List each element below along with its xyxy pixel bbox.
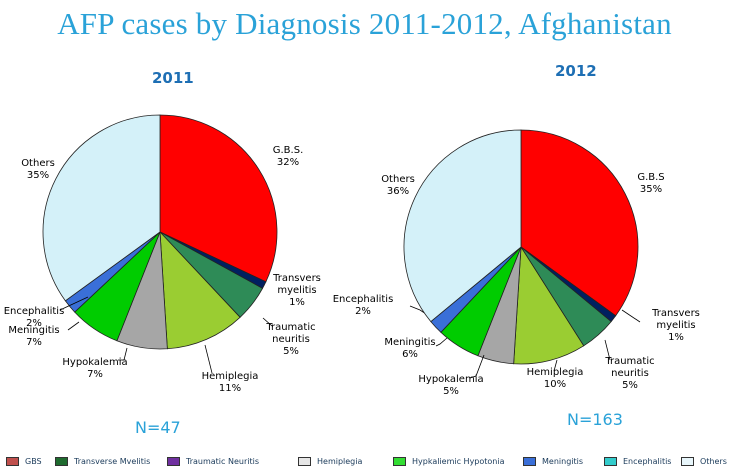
legend-swatch xyxy=(167,457,180,466)
pie-2012-label-traumatic: Traumatic neuritis 5% xyxy=(604,356,654,391)
legend-label: Encephalitis xyxy=(623,457,672,466)
legend-label: Hypkaliemic Hypotonia xyxy=(412,457,505,466)
pie-2012-leader-hypokalemia xyxy=(469,354,485,379)
pie-2012-label-encephalitis: Encephalitis 2% xyxy=(333,294,394,317)
pie-2012-slice-g-b-s xyxy=(520,129,639,317)
pie-2011-slice-others xyxy=(42,114,161,302)
pie-2012-label-hemiplegia: Hemiplegia 10% xyxy=(527,367,584,390)
legend-swatch xyxy=(604,457,617,466)
legend-item-gbs: GBS xyxy=(6,457,42,466)
legend-item-hemiplegia: Hemiplegia xyxy=(298,457,362,466)
pie-2012-slice-others xyxy=(403,129,522,323)
pie-2012-title: 2012 xyxy=(555,62,597,80)
pie-2012-leader-transvers xyxy=(621,309,641,323)
legend-item-encephalitis: Encephalitis xyxy=(604,457,671,466)
pie-2011-label-others: Others 35% xyxy=(21,158,55,181)
legend-label: Others xyxy=(700,457,727,466)
pie-2011-label-g-b-s: G.B.S. 32% xyxy=(273,145,304,168)
legend-swatch xyxy=(681,457,694,466)
pie-2011-slice-hemiplegia xyxy=(159,230,241,350)
legend-swatch xyxy=(298,457,311,466)
pie-2011-leader-encephalitis xyxy=(59,296,89,311)
legend-swatch xyxy=(6,457,19,466)
legend-label: Hemiplegia xyxy=(317,457,363,466)
legend-swatch xyxy=(523,457,536,466)
pie-2011-leader-hemiplegia xyxy=(204,344,213,374)
legend-swatch xyxy=(55,457,68,466)
pie-2012-label-hypokalemia: Hypokalemia 5% xyxy=(418,374,483,397)
pie-2011-label-hemiplegia: Hemiplegia 11% xyxy=(202,371,259,394)
pie-2011-title: 2011 xyxy=(152,69,194,87)
legend-label: GBS xyxy=(25,457,42,466)
pie-2012-leader-traumatic xyxy=(604,339,611,361)
pie-charts: G.B.S. 32% Transvers myelitis 1% Traumatic neu… xyxy=(4,114,700,397)
pie-2012-leader-hemiplegia xyxy=(553,359,558,372)
pie-2011-label-hypokalemia: Hypokalemia 7% xyxy=(62,357,127,380)
legend-item-others: Others xyxy=(681,457,727,466)
pie-2012-label-transvers: Transvers myelitis 1% xyxy=(651,308,700,343)
pie-2012-leader-meningitis xyxy=(435,337,448,347)
pie-2012-label-others: Others 36% xyxy=(381,174,415,197)
chart-title: AFP cases by Diagnosis 2011-2012, Afghan… xyxy=(57,6,672,41)
pie-2011-label-encephalitis: Encephalitis 2% xyxy=(4,306,65,329)
pie-2011-label-transvers: Transvers myelitis 1% xyxy=(272,273,321,308)
legend-label: Traumatic Neuritis xyxy=(186,457,259,466)
pie-2012-sample-size: N=163 xyxy=(567,410,623,429)
pie-2012-label-g-b-s: G.B.S 35% xyxy=(637,172,664,195)
legend-item-traumatic-neuritis: Traumatic Neuritis xyxy=(167,457,259,466)
pie-2011-sample-size: N=47 xyxy=(135,418,181,437)
pie-2011-leader-traumatic xyxy=(262,317,273,327)
legend-item-meningitis: Meningitis xyxy=(523,457,583,466)
pie-2012-label-meningitis: Meningitis 6% xyxy=(384,337,435,360)
legend-label: Meningitis xyxy=(542,457,584,466)
legend-swatch xyxy=(393,457,406,466)
legend-item-hypkaliemic-hypotonia: Hypkaliemic Hypotonia xyxy=(393,457,505,466)
legend-label: Transverse Mvelitis xyxy=(74,457,151,466)
pie-2011-leader-meningitis xyxy=(67,321,80,331)
pie-2011-leader-hypokalemia xyxy=(118,347,128,361)
pie-2011-slice-g-b-s xyxy=(159,114,278,283)
pie-2011-label-meningitis: Meningitis 7% xyxy=(8,325,59,348)
pie-2011-label-traumatic: Traumatic neuritis 5% xyxy=(265,322,315,357)
legend: GBS Transverse Mvelitis Traumatic Neuritis… xyxy=(0,455,729,471)
legend-item-transverse-mvelitis: Transverse Mvelitis xyxy=(55,457,150,466)
pie-2012-slice-hemiplegia xyxy=(513,245,585,365)
